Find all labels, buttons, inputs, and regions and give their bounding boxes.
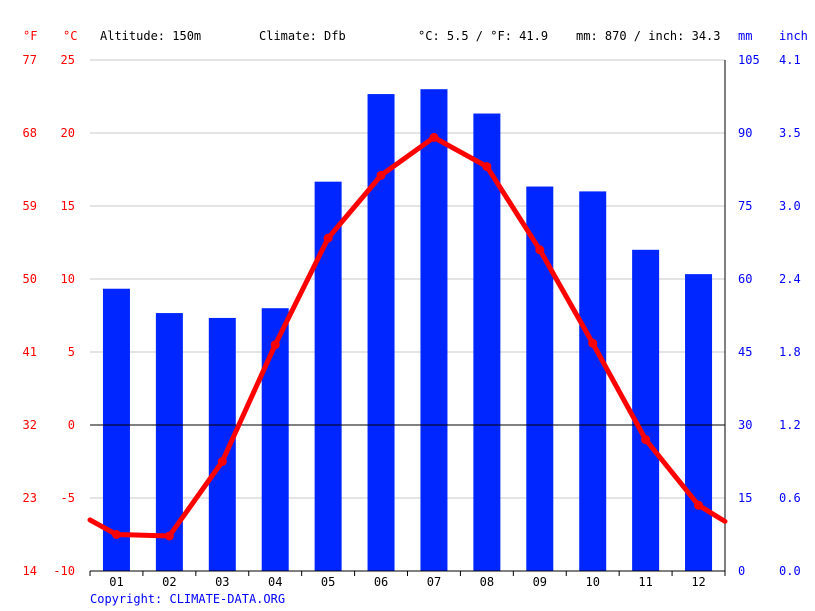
mm-tick-label: 45 bbox=[738, 345, 752, 359]
precipitation-bar bbox=[632, 249, 660, 572]
precipitation-bar bbox=[102, 288, 130, 571]
temperature-point bbox=[429, 132, 439, 142]
fahrenheit-tick-label: 23 bbox=[23, 491, 37, 505]
precipitation-bar bbox=[473, 113, 501, 572]
celsius-tick-label: 25 bbox=[61, 53, 75, 67]
month-tick-label: 12 bbox=[691, 575, 705, 589]
inch-tick-label: 3.5 bbox=[779, 126, 801, 140]
mm-tick-label: 75 bbox=[738, 199, 752, 213]
temperature-point bbox=[217, 457, 227, 466]
inch-tick-label: 1.2 bbox=[779, 418, 801, 432]
temperature-point bbox=[588, 338, 598, 348]
precipitation-bar bbox=[526, 186, 554, 572]
celsius-tick-label: 15 bbox=[61, 199, 75, 213]
inch-tick-label: 0.6 bbox=[779, 491, 801, 505]
month-tick-label: 09 bbox=[533, 575, 547, 589]
altitude-label: Altitude: 150m bbox=[100, 29, 202, 43]
inch-tick-label: 3.0 bbox=[779, 199, 801, 213]
mm-tick-label: 0 bbox=[738, 564, 745, 578]
mm-tick-label: 90 bbox=[738, 126, 752, 140]
precipitation-bar bbox=[314, 181, 342, 571]
fahrenheit-tick-label: 50 bbox=[23, 272, 37, 286]
month-tick-label: 04 bbox=[268, 575, 282, 589]
mm-tick-label: 105 bbox=[738, 53, 760, 67]
precipitation-bar bbox=[155, 313, 183, 571]
temperature-point bbox=[694, 500, 704, 510]
precipitation-bar bbox=[420, 89, 448, 571]
month-tick-label: 06 bbox=[374, 575, 388, 589]
temperature-point bbox=[111, 530, 121, 539]
month-tick-label: 11 bbox=[638, 575, 652, 589]
inch-tick-label: 1.8 bbox=[779, 345, 801, 359]
fahrenheit-tick-label: 41 bbox=[23, 345, 37, 359]
temperature-line bbox=[87, 134, 728, 539]
precipitation-bar bbox=[579, 191, 607, 571]
temperature-point bbox=[376, 170, 386, 180]
climate-label: Climate: Dfb bbox=[259, 29, 346, 43]
fahrenheit-tick-label: 68 bbox=[23, 126, 37, 140]
mm-tick-label: 60 bbox=[738, 272, 752, 286]
month-tick-label: 02 bbox=[162, 575, 176, 589]
precipitation-bar bbox=[685, 274, 713, 571]
mm-unit-label: mm bbox=[738, 29, 753, 43]
temperature-point bbox=[323, 233, 333, 243]
celsius-tick-label: -10 bbox=[53, 564, 75, 578]
month-tick-label: 08 bbox=[480, 575, 494, 589]
inch-tick-label: 4.1 bbox=[779, 53, 801, 67]
temperature-point bbox=[270, 340, 280, 350]
month-tick-label: 10 bbox=[585, 575, 599, 589]
month-tick-label: 07 bbox=[427, 575, 441, 589]
fahrenheit-tick-label: 14 bbox=[23, 564, 37, 578]
copyright-link[interactable]: Copyright: CLIMATE-DATA.ORG bbox=[90, 592, 286, 606]
celsius-unit-label: °C bbox=[63, 29, 78, 43]
temperature-point bbox=[482, 162, 492, 172]
total-precipitation-label: mm: 870 / inch: 34.3 bbox=[576, 29, 721, 43]
fahrenheit-tick-label: 77 bbox=[23, 53, 37, 67]
month-tick-label: 01 bbox=[109, 575, 123, 589]
inch-unit-label: inch bbox=[779, 29, 808, 43]
celsius-tick-label: 0 bbox=[68, 418, 75, 432]
avg-temperature-label: °C: 5.5 / °F: 41.9 bbox=[418, 29, 549, 43]
temperature-point bbox=[535, 245, 545, 255]
fahrenheit-tick-label: 59 bbox=[23, 199, 37, 213]
precipitation-bar bbox=[261, 308, 289, 571]
mm-tick-label: 30 bbox=[738, 418, 752, 432]
celsius-tick-label: 20 bbox=[61, 126, 75, 140]
temperature-point bbox=[164, 531, 174, 541]
month-tick-label: 05 bbox=[321, 575, 335, 589]
fahrenheit-tick-label: 32 bbox=[23, 418, 37, 432]
month-tick-label: 03 bbox=[215, 575, 229, 589]
mm-tick-label: 15 bbox=[738, 491, 752, 505]
temperature-point bbox=[641, 435, 651, 445]
celsius-tick-label: -5 bbox=[61, 491, 75, 505]
inch-tick-label: 0.0 bbox=[779, 564, 801, 578]
fahrenheit-unit-label: °F bbox=[23, 29, 38, 43]
celsius-tick-label: 10 bbox=[61, 272, 75, 286]
celsius-tick-label: 5 bbox=[68, 345, 75, 359]
inch-tick-label: 2.4 bbox=[779, 272, 801, 286]
